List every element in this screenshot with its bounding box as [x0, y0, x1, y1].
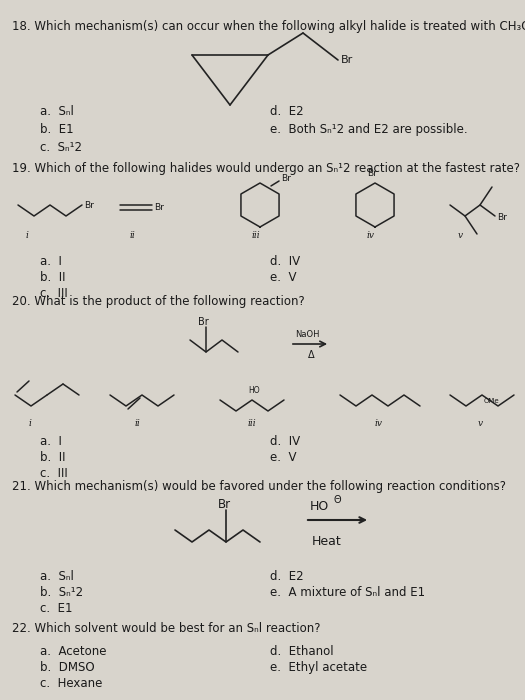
- Text: a.  Acetone: a. Acetone: [40, 645, 107, 658]
- Text: d.  E2: d. E2: [270, 570, 303, 583]
- Text: b.  II: b. II: [40, 271, 66, 284]
- Text: b.  Sₙ¹2: b. Sₙ¹2: [40, 586, 83, 599]
- Text: Br: Br: [281, 174, 291, 183]
- Text: HO: HO: [310, 500, 329, 513]
- Text: Br: Br: [218, 498, 231, 511]
- Text: ii: ii: [130, 231, 136, 240]
- Text: b.  DMSO: b. DMSO: [40, 661, 94, 674]
- Text: Br: Br: [367, 169, 377, 178]
- Text: c.  III: c. III: [40, 467, 68, 480]
- Text: Br: Br: [497, 213, 507, 222]
- Text: c.  III: c. III: [40, 287, 68, 300]
- Text: Br: Br: [341, 55, 353, 65]
- Text: e.  Ethyl acetate: e. Ethyl acetate: [270, 661, 367, 674]
- Text: HO: HO: [248, 386, 260, 395]
- Text: Heat: Heat: [312, 535, 342, 548]
- Text: a.  Sₙl: a. Sₙl: [40, 105, 74, 118]
- Text: 20. What is the product of the following reaction?: 20. What is the product of the following…: [12, 295, 304, 308]
- Text: iii: iii: [252, 231, 260, 240]
- Text: 19. Which of the following halides would undergo an Sₙ¹2 reaction at the fastest: 19. Which of the following halides would…: [12, 162, 520, 175]
- Text: a.  I: a. I: [40, 255, 62, 268]
- Text: Br: Br: [154, 203, 164, 212]
- Text: iii: iii: [248, 419, 257, 428]
- Text: iv: iv: [367, 231, 375, 240]
- Text: d.  Ethanol: d. Ethanol: [270, 645, 333, 658]
- Text: c.  E1: c. E1: [40, 602, 72, 615]
- Text: iv: iv: [375, 419, 383, 428]
- Text: e.  Both Sₙ¹2 and E2 are possible.: e. Both Sₙ¹2 and E2 are possible.: [270, 123, 468, 136]
- Text: a.  I: a. I: [40, 435, 62, 448]
- Text: 22. Which solvent would be best for an Sₙl reaction?: 22. Which solvent would be best for an S…: [12, 622, 320, 635]
- Text: Br: Br: [198, 317, 209, 327]
- Text: c.  Hexane: c. Hexane: [40, 677, 102, 690]
- Text: a.  Sₙl: a. Sₙl: [40, 570, 74, 583]
- Text: 18. Which mechanism(s) can occur when the following alkyl halide is treated with: 18. Which mechanism(s) can occur when th…: [12, 20, 525, 33]
- Text: Θ: Θ: [333, 495, 341, 505]
- Text: b.  II: b. II: [40, 451, 66, 464]
- Text: v: v: [478, 419, 483, 428]
- Text: e.  V: e. V: [270, 271, 297, 284]
- Text: d.  E2: d. E2: [270, 105, 303, 118]
- Text: v: v: [458, 231, 463, 240]
- Text: d.  IV: d. IV: [270, 255, 300, 268]
- Text: i: i: [26, 231, 29, 240]
- Text: b.  E1: b. E1: [40, 123, 74, 136]
- Text: OMe: OMe: [484, 398, 500, 404]
- Text: i: i: [29, 419, 32, 428]
- Text: ii: ii: [135, 419, 141, 428]
- Text: Δ: Δ: [308, 350, 314, 360]
- Text: e.  A mixture of Sₙl and E1: e. A mixture of Sₙl and E1: [270, 586, 425, 599]
- Text: e.  V: e. V: [270, 451, 297, 464]
- Text: d.  IV: d. IV: [270, 435, 300, 448]
- Text: c.  Sₙ¹2: c. Sₙ¹2: [40, 141, 82, 154]
- Text: 21. Which mechanism(s) would be favored under the following reaction conditions?: 21. Which mechanism(s) would be favored …: [12, 480, 506, 493]
- Text: NaOH: NaOH: [295, 330, 320, 339]
- Text: Br: Br: [84, 201, 94, 210]
